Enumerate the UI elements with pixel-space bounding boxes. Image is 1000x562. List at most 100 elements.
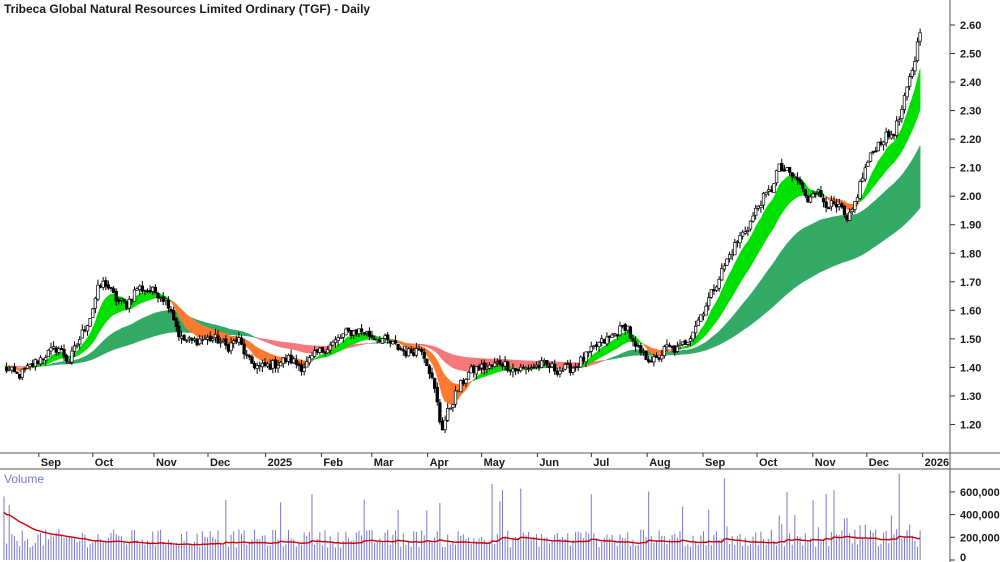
candle-body (388, 340, 392, 344)
candle-body (20, 368, 24, 378)
candle-body (571, 367, 575, 373)
candle-body (391, 341, 395, 345)
candle-body (258, 365, 262, 368)
candle-body (780, 162, 784, 171)
candle-body (393, 340, 398, 344)
volume-average-line (3, 511, 921, 546)
short-ribbon-segment (768, 200, 772, 237)
candle-body (143, 289, 147, 292)
long-ribbon-segment (121, 326, 125, 348)
candle-body (793, 175, 797, 178)
short-ribbon-segment (734, 258, 738, 293)
long-ribbon-segment (149, 313, 154, 338)
long-ribbon-segment (734, 309, 738, 337)
candle-body (375, 338, 379, 342)
candle-body (318, 347, 322, 353)
candle-body (299, 364, 304, 372)
candle-body (164, 298, 168, 301)
candle-body (644, 351, 648, 360)
short-ribbon-segment (713, 300, 717, 326)
candle-body (751, 215, 755, 222)
long-ribbon-segment (799, 228, 803, 285)
long-ribbon-segment (128, 323, 133, 345)
long-ribbon-segment (118, 328, 122, 349)
candle-body (615, 334, 619, 337)
candle-body (892, 133, 896, 137)
candle-body (905, 86, 909, 98)
time-tick-label: Dec (869, 457, 889, 469)
candle-body (910, 70, 914, 77)
short-ribbon-segment (259, 348, 263, 361)
short-ribbon-segment (439, 365, 443, 397)
time-tick-label: Apr (430, 457, 450, 469)
candle-body (339, 337, 343, 339)
short-ribbon-segment (444, 374, 449, 404)
candle-body (620, 325, 625, 327)
candle-body (33, 359, 37, 367)
time-tick-label: Dec (210, 457, 230, 469)
candle-body (239, 337, 244, 345)
candle-body (145, 290, 150, 293)
volume-tick-label: 0 (960, 552, 966, 562)
candle-body (263, 362, 267, 366)
candle-body (247, 355, 251, 358)
short-ribbon-segment (891, 141, 895, 166)
short-ribbon-segment (747, 236, 751, 272)
short-ribbon-segment (716, 296, 720, 323)
candle-body (156, 293, 160, 299)
short-ribbon-segment (760, 212, 764, 249)
long-ribbon-segment (781, 246, 785, 300)
long-ribbon-segment (243, 331, 248, 337)
long-ribbon-segment (452, 354, 456, 370)
candle-body (879, 141, 883, 145)
long-ribbon-segment (716, 330, 720, 347)
candle-body (7, 368, 11, 371)
candle-body (271, 360, 275, 369)
candle-body (842, 205, 847, 216)
long-ribbon-segment (601, 359, 605, 362)
candle-body (294, 359, 298, 365)
long-ribbon-segment (771, 261, 775, 309)
candle-body (365, 331, 369, 334)
long-ribbon-segment (429, 345, 433, 350)
candle-body (868, 152, 873, 162)
candle-body (221, 339, 225, 342)
long-ribbon-segment (436, 347, 441, 358)
candle-body (756, 205, 760, 209)
short-ribbon-segment (468, 380, 472, 387)
long-ribbon-segment (789, 237, 793, 293)
long-ribbon-segment (136, 319, 141, 343)
long-ribbon-segment (134, 320, 138, 344)
short-ribbon-segment (744, 240, 749, 276)
long-ribbon-segment (450, 353, 454, 369)
long-ribbon-segment (784, 243, 788, 297)
short-ribbon-segment (682, 346, 686, 349)
candle-body (853, 201, 857, 210)
long-ribbon-segment (465, 357, 469, 372)
candle-body (182, 335, 186, 341)
short-ribbon-segment (737, 253, 741, 289)
long-ribbon-segment (765, 268, 770, 313)
long-ribbon-segment (303, 344, 308, 354)
long-ribbon-segment (442, 350, 446, 363)
candle-body (808, 196, 813, 203)
candle-body (438, 402, 442, 423)
candle-body (344, 328, 348, 336)
long-ribbon-segment (744, 297, 749, 330)
long-ribbon-segment (617, 353, 621, 359)
short-ribbon-segment (48, 355, 52, 364)
long-ribbon-segment (729, 316, 733, 340)
candle-body (485, 366, 489, 370)
long-ribbon-segment (282, 341, 287, 349)
candle-body (469, 366, 473, 374)
candle-body (195, 338, 199, 346)
short-ribbon-segment (637, 338, 642, 344)
candle-body (250, 356, 254, 364)
short-ribbon-segment (880, 153, 884, 178)
candle-body (218, 341, 223, 344)
candle-body (359, 328, 364, 332)
candle-body (613, 333, 617, 336)
candle-body (506, 361, 510, 371)
long-ribbon-segment (361, 343, 365, 346)
candle-body (647, 359, 651, 363)
